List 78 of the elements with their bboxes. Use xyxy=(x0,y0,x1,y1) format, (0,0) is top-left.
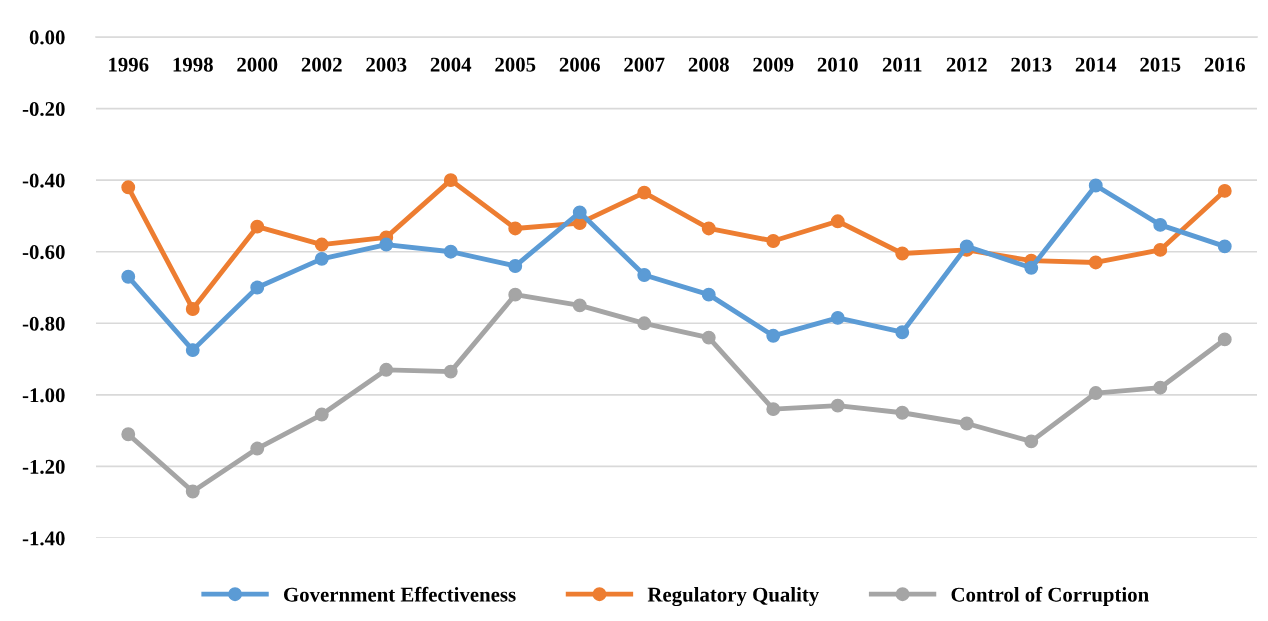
y-tick-label: -1.40 xyxy=(22,531,65,546)
y-tick-label: -0.60 xyxy=(22,245,65,260)
point xyxy=(766,234,781,248)
point xyxy=(185,484,200,499)
x-tick-label: 2003 xyxy=(366,57,407,72)
point xyxy=(830,310,845,325)
point xyxy=(895,246,910,261)
x-tick-label: 2000 xyxy=(237,57,278,72)
x-tick-label: 2014 xyxy=(1075,57,1117,72)
point xyxy=(443,364,458,379)
x-tick-label: 2013 xyxy=(1011,57,1052,72)
point xyxy=(443,173,458,188)
x-tick-label: 2002 xyxy=(301,57,342,72)
point xyxy=(637,316,652,331)
legend-label: Control of Corruption xyxy=(951,586,1149,606)
point xyxy=(1153,242,1168,257)
x-tick-label: 2015 xyxy=(1140,57,1181,72)
legend-label: Regulatory Quality xyxy=(647,587,820,607)
point xyxy=(701,287,716,302)
x-tick-label: 2004 xyxy=(430,57,472,72)
y-tick-label: 0.00 xyxy=(29,30,65,45)
point xyxy=(121,427,136,442)
point xyxy=(572,298,587,313)
point xyxy=(121,269,136,284)
x-tick-label: 2010 xyxy=(817,57,858,72)
point xyxy=(701,330,716,345)
point xyxy=(959,416,974,431)
point xyxy=(250,441,265,456)
point xyxy=(895,405,910,420)
x-tick-label: 2005 xyxy=(495,57,536,72)
point xyxy=(314,251,329,266)
y-tick-label: -0.20 xyxy=(22,101,65,117)
point xyxy=(508,259,523,273)
point xyxy=(701,221,716,236)
x-tick-label: 2008 xyxy=(688,57,729,72)
point xyxy=(1088,255,1103,270)
point xyxy=(830,398,845,413)
point xyxy=(250,219,265,234)
point xyxy=(1153,217,1168,232)
y-tick-label: -1.00 xyxy=(22,388,65,403)
point xyxy=(1217,239,1232,254)
point xyxy=(185,302,200,316)
y-tick-label: -0.40 xyxy=(22,173,65,188)
point xyxy=(1088,178,1103,193)
point xyxy=(314,407,329,422)
point xyxy=(508,287,523,302)
point xyxy=(1217,332,1232,347)
legend-label: Government Effectiveness xyxy=(283,586,516,602)
x-tick-label: 1996 xyxy=(109,57,149,72)
point xyxy=(830,214,845,229)
point xyxy=(895,325,910,340)
point xyxy=(1153,380,1168,395)
point xyxy=(637,185,652,200)
x-tick-label: 2006 xyxy=(559,57,600,72)
point xyxy=(314,237,329,252)
x-tick-label: 1998 xyxy=(173,57,213,72)
point xyxy=(508,221,523,236)
x-tick-label: 2016 xyxy=(1204,57,1245,72)
point xyxy=(1088,386,1103,401)
point xyxy=(185,343,200,358)
y-tick-label: -1.20 xyxy=(22,459,65,474)
point xyxy=(379,362,394,377)
point xyxy=(766,328,781,343)
point xyxy=(1024,434,1039,449)
x-tick-label: 2012 xyxy=(946,57,987,72)
x-tick-label: 2009 xyxy=(753,57,794,72)
point xyxy=(572,205,587,220)
x-tick-label: 2011 xyxy=(882,57,922,72)
point xyxy=(1217,183,1232,198)
point xyxy=(379,237,394,252)
point xyxy=(443,244,458,259)
point xyxy=(121,180,136,195)
point xyxy=(766,402,781,417)
point xyxy=(1024,260,1039,275)
x-tick-label: 2007 xyxy=(624,57,665,72)
point xyxy=(250,280,265,295)
y-tick-label: -0.80 xyxy=(22,316,65,331)
point xyxy=(637,268,652,282)
